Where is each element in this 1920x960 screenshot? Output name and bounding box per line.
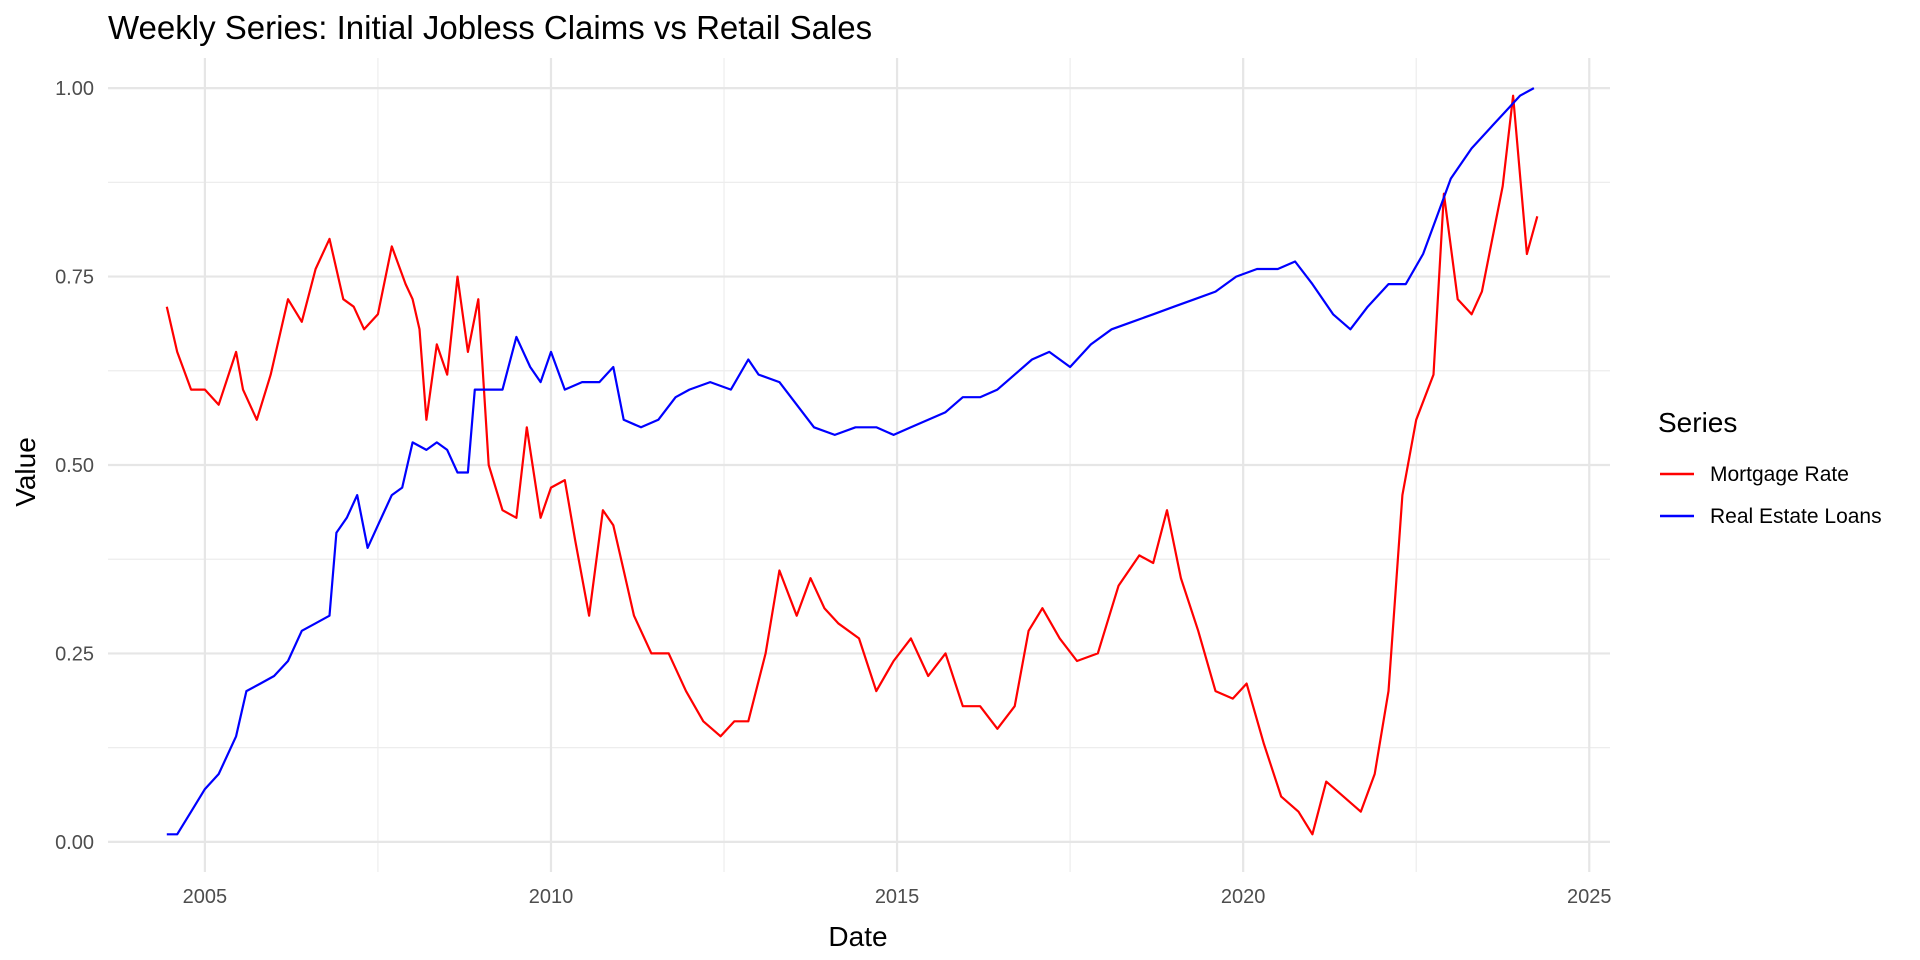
x-tick-label: 2005 [183, 886, 228, 908]
x-axis-ticks: 2005 2010 2015 2020 2025 [183, 886, 1612, 908]
legend: Series Mortgage Rate Real Estate Loans [1658, 407, 1882, 528]
legend-label-mortgage-rate: Mortgage Rate [1710, 463, 1849, 486]
grid [108, 58, 1610, 872]
y-tick-label: 0.75 [55, 267, 94, 289]
legend-label-real-estate-loans: Real Estate Loans [1710, 505, 1882, 528]
y-tick-label: 1.00 [55, 78, 94, 100]
x-axis-label: Date [828, 921, 887, 952]
y-tick-label: 0.25 [55, 643, 94, 665]
x-tick-label: 2015 [875, 886, 920, 908]
chart-title: Weekly Series: Initial Jobless Claims vs… [108, 9, 872, 46]
series-line-real-estate-loans [166, 87, 1535, 836]
y-axis-ticks: 0.00 0.25 0.50 0.75 1.00 [55, 78, 94, 854]
x-tick-label: 2020 [1221, 886, 1266, 908]
series-line-mortgage-rate [165, 94, 1539, 836]
x-tick-label: 2025 [1567, 886, 1612, 908]
series-lines [165, 87, 1539, 836]
y-tick-label: 0.00 [55, 832, 94, 854]
y-tick-label: 0.50 [55, 455, 94, 477]
y-axis-label: Value [10, 437, 41, 507]
legend-title: Series [1658, 407, 1737, 438]
x-tick-label: 2010 [529, 886, 574, 908]
